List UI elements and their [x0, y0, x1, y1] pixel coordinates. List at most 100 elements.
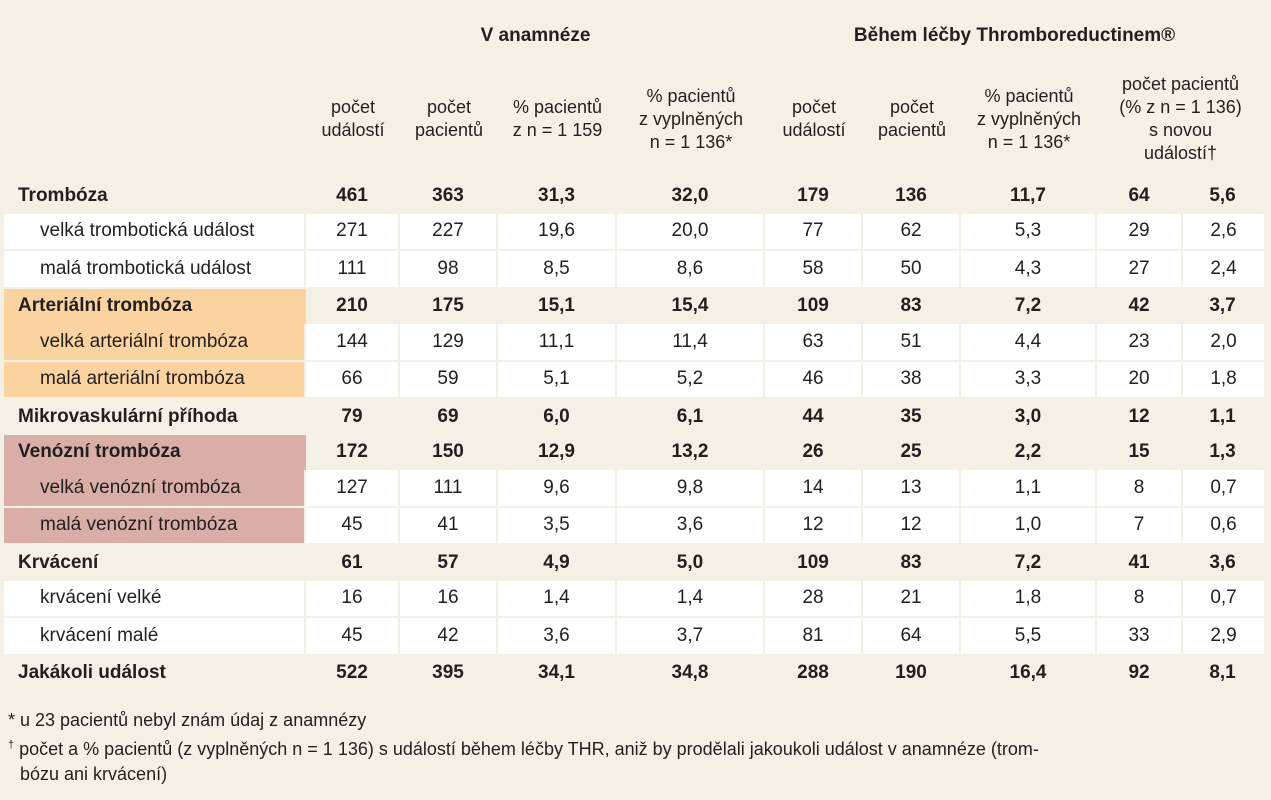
table-cell: 66	[306, 361, 400, 399]
table-cell: 33	[1097, 618, 1184, 656]
table-cell: 12,9	[538, 441, 575, 463]
table-cell: 5,6	[1209, 184, 1236, 206]
table-cell: 15	[1128, 441, 1150, 463]
table-cell: 363	[432, 184, 464, 206]
table-cell: 92	[1128, 662, 1150, 684]
table-cell: 11,4	[617, 324, 766, 362]
row-label: Arteriální trombóza	[4, 288, 306, 324]
table-cell: 136	[895, 184, 927, 206]
column-header: počet událostí	[321, 97, 385, 140]
table-cell: 27	[1097, 251, 1184, 289]
table-cell: 3,3	[961, 361, 1098, 399]
table-cell: 461	[336, 184, 368, 206]
table-cell: 210	[336, 295, 368, 317]
table-cell: 61	[341, 551, 363, 573]
table-cell: 129	[400, 324, 498, 362]
table-cell: 7,2	[1014, 295, 1042, 317]
table-row: malá trombotická událost 111 98 8,5 8,6 58 50 4…	[4, 251, 1265, 289]
table-cell: 7,2	[1014, 551, 1042, 573]
table-cell: 51	[863, 324, 962, 362]
table-cell: 23	[1097, 324, 1184, 362]
table-cell: 34,1	[538, 662, 575, 684]
table-row: krvácení malé 45 42 3,6 3,7 81 64 5,5 33 2,9	[4, 618, 1265, 656]
table-cell: 46	[765, 361, 864, 399]
table-cell: 16,4	[1009, 662, 1047, 684]
row-label: krvácení malé	[4, 618, 306, 656]
table-cell: 14	[765, 470, 864, 508]
table-cell: 28	[765, 580, 864, 618]
table-cell: 38	[863, 361, 962, 399]
table-cell: 0,7	[1183, 470, 1265, 508]
table-cell: 8,6	[617, 251, 766, 289]
table-cell: 3,7	[617, 618, 766, 656]
table-cell: 3,5	[498, 507, 617, 545]
table-cell: 1,4	[498, 580, 617, 618]
row-label: krvácení velké	[4, 580, 306, 618]
column-header: počet pacientů (% z n = 1 136) s novou udál…	[1119, 74, 1242, 163]
table-cell: 44	[802, 405, 824, 427]
table-row: Venózní trombóza 172 150 12,9 13,2 26 25 2,2 15 1…	[4, 434, 1264, 470]
column-header: počet pacientů	[414, 97, 484, 140]
header-empty	[4, 12, 306, 60]
group-history-header: V anamnéze	[480, 25, 591, 46]
table-cell: 1,1	[1209, 405, 1236, 427]
table-cell: 2,0	[1183, 324, 1265, 362]
table-cell: 175	[432, 295, 464, 317]
table-cell: 12	[1128, 405, 1150, 427]
table-cell: 2,6	[1183, 213, 1265, 251]
table-cell: 0,6	[1183, 507, 1265, 545]
table-cell: 5,1	[498, 361, 617, 399]
table-cell: 395	[432, 662, 464, 684]
table-row: Mikrovaskulární příhoda 79 69 6,0 6,1 44 35 3,0…	[4, 399, 1264, 435]
table-cell: 41	[1128, 551, 1150, 573]
column-header: % pacientů z vyplněných n = 1 136*	[976, 85, 1082, 152]
header-column-row: počet událostí počet pacientů % pacientů z n …	[4, 60, 1264, 178]
table-row: Krvácení 61 57 4,9 5,0 109 83 7,2 41 3,6	[4, 545, 1264, 581]
table-cell: 26	[802, 441, 824, 463]
table-cell: 13,2	[671, 441, 709, 463]
table-cell: 41	[400, 507, 498, 545]
row-label: velká venózní trombóza	[4, 470, 306, 508]
table-cell: 3,0	[1014, 405, 1042, 427]
table-cell: 20,0	[617, 213, 766, 251]
table-cell: 1,0	[961, 507, 1098, 545]
table-cell: 45	[306, 618, 400, 656]
table-cell: 150	[432, 441, 464, 463]
table-cell: 522	[336, 662, 368, 684]
table-cell: 1,8	[961, 580, 1098, 618]
table-cell: 5,0	[676, 551, 704, 573]
table-cell: 111	[306, 251, 400, 289]
column-header: % pacientů z n = 1 159	[512, 97, 603, 140]
table-cell: 1,4	[617, 580, 766, 618]
table-cell: 0,7	[1183, 580, 1265, 618]
table-cell: 7	[1097, 507, 1184, 545]
table-cell: 288	[797, 662, 829, 684]
table-row: velká venózní trombóza 127 111 9,6 9,8 14 13 1,…	[4, 470, 1265, 508]
table-cell: 42	[1128, 295, 1150, 317]
row-label: velká arteriální trombóza	[4, 324, 306, 362]
table-cell: 62	[863, 213, 962, 251]
table-cell: 190	[895, 662, 927, 684]
table-cell: 83	[900, 295, 922, 317]
table-cell: 59	[400, 361, 498, 399]
column-header: počet událostí	[782, 97, 846, 140]
table-row: malá arteriální trombóza 66 59 5,1 5,2 46 38 3,…	[4, 361, 1265, 399]
table-cell: 50	[863, 251, 962, 289]
table-cell: 32,0	[671, 184, 709, 206]
table-cell: 109	[797, 295, 829, 317]
table-cell: 81	[765, 618, 864, 656]
table-cell: 45	[306, 507, 400, 545]
table-cell: 109	[797, 551, 829, 573]
table-cell: 227	[400, 213, 498, 251]
row-label: Trombóza	[18, 184, 108, 206]
table-row: krvácení velké 16 16 1,4 1,4 28 21 1,8 8 0,7	[4, 580, 1265, 618]
header-empty	[4, 60, 306, 178]
table-cell: 8,5	[498, 251, 617, 289]
row-label: velká trombotická událost	[4, 213, 306, 251]
table-cell: 4,4	[961, 324, 1098, 362]
table-row: Trombóza 461 363 31,3 32,0 179 136 11,7 64 5,6	[4, 178, 1264, 214]
column-header: počet pacientů	[877, 97, 947, 140]
table-cell: 34,8	[671, 662, 709, 684]
table-cell: 3,6	[1209, 551, 1236, 573]
events-table: V anamnéze Během léčby Thromboreductinem…	[4, 12, 1265, 691]
